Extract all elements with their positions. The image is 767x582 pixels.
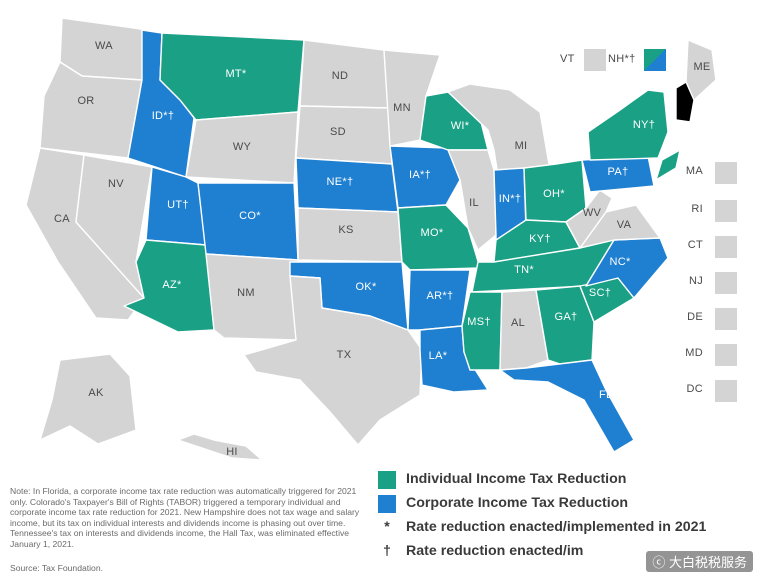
state-label-id: ID*† [152, 110, 175, 122]
watermark: ⓒ 大白税税服务 [646, 551, 753, 572]
state-AL [499, 289, 549, 371]
ne-box-nh-swatch [644, 49, 666, 71]
state-label-az: AZ* [162, 279, 182, 291]
state-label-va: VA [617, 219, 632, 231]
ne-box-vt-label: VT [560, 53, 575, 65]
state-label-il: IL [469, 197, 479, 209]
state-label-sd: SD [330, 126, 346, 138]
small-state-ct-swatch [715, 236, 737, 258]
small-state-de-swatch [715, 308, 737, 330]
state-label-co: CO* [239, 210, 261, 222]
small-state-ri-swatch [715, 200, 737, 222]
state-NH [675, 81, 695, 123]
small-state-ct-label: CT [687, 239, 703, 251]
state-ME [685, 39, 717, 101]
small-state-dc-label: DC [686, 383, 703, 395]
state-label-ks: KS [338, 224, 353, 236]
legend-swatch-individual [378, 471, 396, 489]
small-state-de: DE [651, 308, 737, 330]
state-label-oh: OH* [543, 188, 565, 200]
legend-label-dagger: Rate reduction enacted/im [406, 543, 584, 559]
state-NM [205, 253, 299, 341]
state-label-ny: NY† [633, 119, 655, 131]
small-state-ma-label: MA [685, 165, 703, 177]
state-IL [447, 149, 497, 251]
state-label-hi: HI [226, 446, 238, 458]
legend-label-star: Rate reduction enacted/implemented in 20… [406, 519, 707, 535]
map-note: Note: In Florida, a corporate income tax… [10, 486, 360, 549]
small-state-nj: NJ [651, 272, 737, 294]
small-state-nj-swatch [715, 272, 737, 294]
state-TX [243, 275, 423, 446]
state-IA [389, 145, 461, 209]
state-NJ [655, 149, 681, 181]
small-state-md-swatch [715, 344, 737, 366]
state-label-wa: WA [95, 40, 113, 52]
state-label-in: IN*† [499, 193, 522, 205]
state-label-ms: MS† [467, 316, 491, 328]
state-label-ne: NE*† [327, 176, 354, 188]
state-label-sc: SC† [589, 287, 611, 299]
small-state-de-label: DE [687, 311, 703, 323]
state-label-mi: MI [515, 140, 528, 152]
state-FL [499, 359, 635, 453]
small-state-md-label: MD [685, 347, 703, 359]
state-label-ut: UT† [167, 199, 189, 211]
map-source: Source: Tax Foundation. [10, 563, 103, 573]
small-state-ma: MA [651, 162, 737, 184]
state-label-ga: GA† [555, 311, 578, 323]
state-AK [39, 353, 137, 445]
state-label-mt: MT* [225, 68, 246, 80]
small-state-ri-label: RI [691, 203, 703, 215]
state-label-ar: AR*† [427, 290, 454, 302]
state-label-nd: ND [332, 70, 349, 82]
small-state-ma-swatch [715, 162, 737, 184]
state-label-fl: FL* [599, 389, 617, 401]
state-label-al: AL [511, 317, 525, 329]
state-WV [565, 189, 613, 249]
legend-dagger-symbol: † [383, 542, 391, 558]
legend-label-corporate: Corporate Income Tax Reduction [406, 495, 629, 511]
small-state-md: MD [651, 344, 737, 366]
state-label-mo: MO* [421, 227, 444, 239]
state-label-mn: MN [393, 102, 411, 114]
legend-star-symbol: * [384, 518, 390, 534]
state-label-me: ME [693, 61, 710, 73]
state-label-ca: CA [54, 213, 70, 225]
state-label-ky: KY† [529, 233, 551, 245]
legend-swatch-corporate [378, 495, 396, 513]
small-state-dc-swatch [715, 380, 737, 402]
state-label-la: LA* [429, 350, 448, 362]
state-label-tx: TX [337, 349, 352, 361]
state-NY [587, 89, 669, 161]
small-state-ct: CT [651, 236, 737, 258]
state-label-ak: AK [88, 387, 104, 399]
state-label-nv: NV [108, 178, 124, 190]
state-HI [177, 433, 263, 461]
state-label-or: OR [77, 95, 94, 107]
us-map: WA OR CA NV ID*† MT* WY UT† AZ* CO* NM N… [25, 17, 717, 461]
state-label-tn: TN* [514, 264, 534, 276]
state-label-wi: WI* [451, 120, 470, 132]
small-state-dc: DC [651, 380, 737, 402]
state-label-nc: NC* [609, 256, 630, 268]
ne-box-vt-swatch [584, 49, 606, 71]
legend-label-individual: Individual Income Tax Reduction [406, 471, 627, 487]
state-label-ia: IA*† [409, 169, 431, 181]
state-label-pa: PA† [608, 166, 629, 178]
state-label-ok: OK* [355, 281, 376, 293]
small-state-ri: RI [651, 200, 737, 222]
ne-box-nh-label: NH*† [608, 53, 636, 65]
state-label-nm: NM [237, 287, 255, 299]
small-state-nj-label: NJ [688, 275, 703, 287]
state-label-wv: WV [583, 207, 602, 219]
state-MS [461, 291, 503, 371]
state-label-wy: WY [233, 141, 252, 153]
